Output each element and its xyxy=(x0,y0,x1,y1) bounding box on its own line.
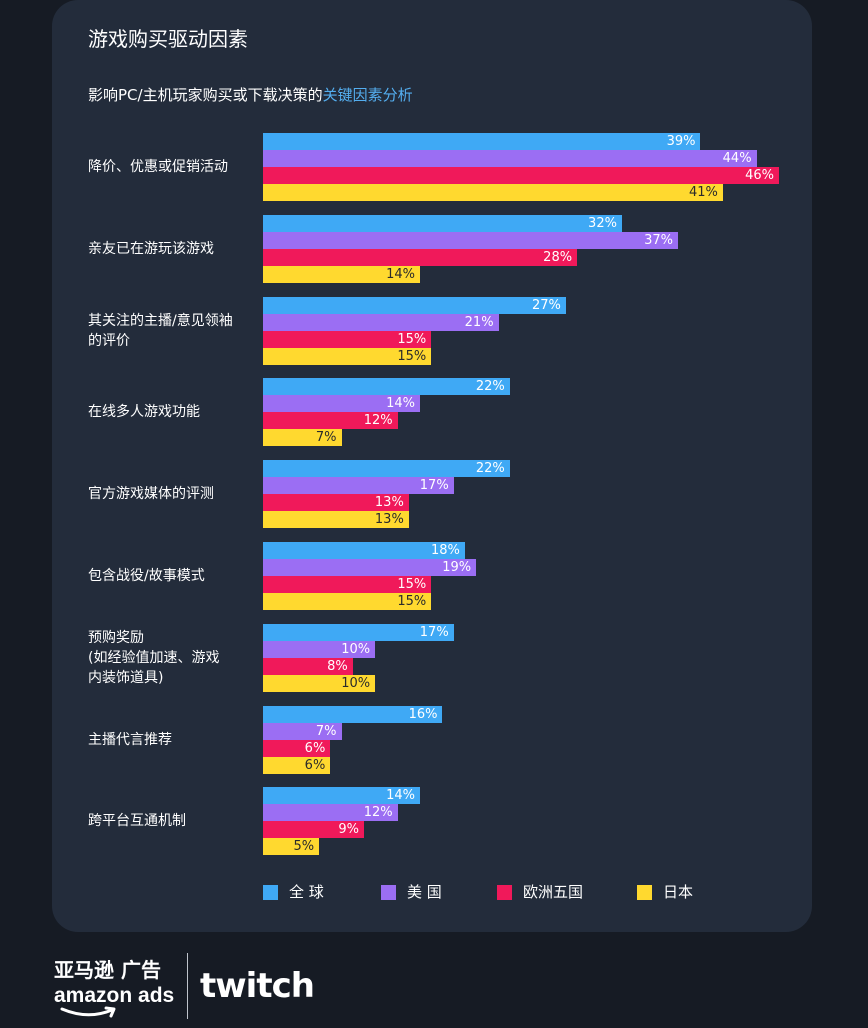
bar-value-label: 22% xyxy=(475,461,505,477)
bar-value-label: 39% xyxy=(666,134,696,149)
bar-value-label: 17% xyxy=(419,478,449,494)
bar xyxy=(263,494,409,512)
bar-value-label: 13% xyxy=(374,495,404,511)
bar xyxy=(263,640,376,658)
category-label: 主播代言推荐 xyxy=(88,731,172,748)
bar-value-label: 18% xyxy=(431,543,460,558)
bar xyxy=(263,657,353,675)
amazon-ads-logo: 亚马逊 广告 amazon ads xyxy=(54,958,180,1022)
legend-label: 全 球 xyxy=(289,883,324,901)
bar xyxy=(263,296,566,314)
chart-subtitle: 影响PC/主机玩家购买或下载决策的关键因素分析 xyxy=(88,82,413,108)
category-label: 跨平台互通机制 xyxy=(88,813,186,830)
bar xyxy=(263,378,510,396)
category-label: 亲友已在游玩该游戏 xyxy=(88,240,214,257)
bar-value-label: 37% xyxy=(644,232,674,248)
category-label: 预购奖励 (如经验值加速、游戏 内装饰道具) xyxy=(88,629,220,686)
bar xyxy=(263,593,432,610)
amazon-smile-icon xyxy=(60,1006,116,1018)
bar-value-label: 19% xyxy=(442,560,472,575)
subtitle-plain: 影响PC/主机玩家购买或下载决策的 xyxy=(88,86,323,104)
bar xyxy=(263,756,331,774)
bar xyxy=(263,313,499,331)
bar-value-label: 17% xyxy=(419,624,449,640)
bar xyxy=(263,429,342,447)
subtitle-highlight: 关键因素分析 xyxy=(322,86,413,104)
bar-value-label: 12% xyxy=(363,805,393,821)
bar-value-label: 15% xyxy=(397,577,427,592)
bar xyxy=(263,265,421,283)
chart-title: 游戏购买驱动因素 xyxy=(88,27,248,51)
bar-value-label: 12% xyxy=(363,413,393,429)
bar xyxy=(263,395,421,413)
bar xyxy=(263,804,398,822)
legend-label: 日本 xyxy=(663,883,694,901)
amazon-ads-logo-en: amazon ads xyxy=(54,984,175,1007)
bar xyxy=(263,722,342,740)
bar xyxy=(263,133,701,150)
bar-value-label: 9% xyxy=(338,822,359,838)
bar xyxy=(263,184,723,201)
bar-value-label: 10% xyxy=(341,675,371,691)
bar xyxy=(263,821,364,839)
bar xyxy=(263,559,477,576)
bar-value-label: 27% xyxy=(531,297,561,313)
bar xyxy=(263,248,578,266)
bar xyxy=(263,460,510,478)
bar xyxy=(263,167,779,184)
bar xyxy=(263,330,432,348)
legend-label: 美 国 xyxy=(407,883,442,901)
bar-value-label: 32% xyxy=(588,215,617,231)
bar xyxy=(263,214,622,232)
category-label: 在线多人游戏功能 xyxy=(88,404,200,421)
bar xyxy=(263,787,421,805)
bar-value-label: 21% xyxy=(464,314,494,330)
bar-value-label: 5% xyxy=(293,839,315,855)
logo-divider xyxy=(187,953,188,1019)
bar-value-label: 14% xyxy=(386,266,416,282)
bar xyxy=(263,511,409,529)
bar xyxy=(263,542,465,559)
twitch-logo: twitch xyxy=(200,966,315,1006)
bar-value-label: 10% xyxy=(341,641,371,657)
bar-value-label: 46% xyxy=(745,168,774,183)
category-label: 包含战役/故事模式 xyxy=(88,568,205,584)
bar xyxy=(263,150,757,167)
legend-swatch xyxy=(263,885,278,900)
bar-value-label: 22% xyxy=(475,379,505,395)
bar-value-label: 15% xyxy=(397,348,427,364)
bar-value-label: 14% xyxy=(386,788,416,804)
bar-value-label: 15% xyxy=(397,594,427,609)
bar xyxy=(263,623,454,641)
bar xyxy=(263,576,432,593)
bar xyxy=(263,231,679,249)
legend-swatch xyxy=(497,885,512,900)
legend-swatch xyxy=(637,885,652,900)
bar xyxy=(263,477,454,495)
bar xyxy=(263,838,320,856)
category-label: 降价、优惠或促销活动 xyxy=(88,159,228,175)
bar-value-label: 7% xyxy=(315,430,337,446)
bar-value-label: 16% xyxy=(408,706,438,722)
amazon-ads-logo-cn: 亚马逊 广告 xyxy=(54,958,161,982)
legend-swatch xyxy=(381,885,396,900)
bar xyxy=(263,347,432,365)
bar-value-label: 13% xyxy=(374,512,404,528)
bar-value-label: 41% xyxy=(689,185,718,200)
bar-value-label: 44% xyxy=(722,151,752,166)
legend-label: 欧洲五国 xyxy=(523,883,584,901)
bar xyxy=(263,674,376,692)
bar-value-label: 8% xyxy=(327,658,348,674)
category-label: 官方游戏媒体的评测 xyxy=(88,486,214,503)
bar xyxy=(263,412,398,430)
bar-value-label: 6% xyxy=(304,740,326,756)
bar-value-label: 14% xyxy=(386,396,416,412)
bar-value-label: 7% xyxy=(315,723,337,739)
bar-value-label: 6% xyxy=(304,757,326,773)
category-label: 其关注的主播/意见领袖 的评价 xyxy=(88,312,233,349)
bar-value-label: 28% xyxy=(543,249,573,265)
bar-value-label: 15% xyxy=(397,331,427,347)
bar xyxy=(263,739,331,757)
bar xyxy=(263,705,443,723)
